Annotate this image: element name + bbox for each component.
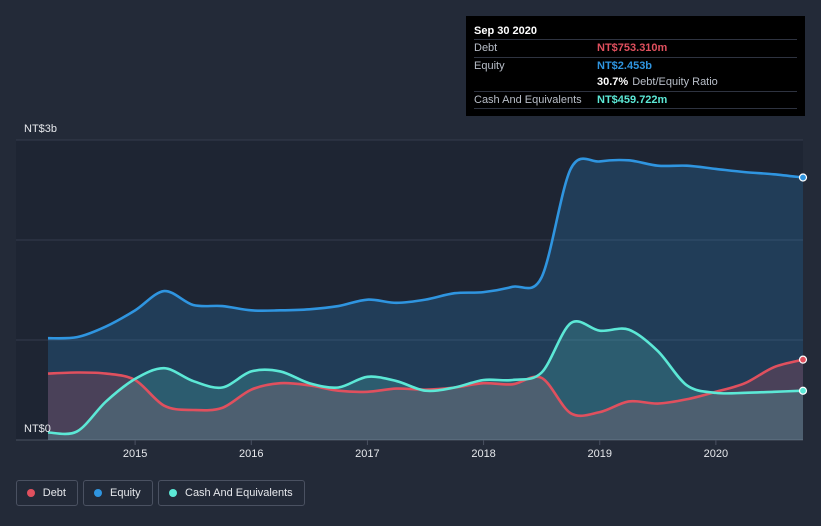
x-tick-label-2016: 2016 [239,448,263,460]
x-tick-label-2015: 2015 [123,448,147,460]
tooltip-equity-label: Equity [474,59,505,72]
tooltip-row-equity: Equity NT$2.453b [474,56,797,75]
series-lines [47,157,804,436]
debt-area [48,359,803,440]
tooltip-ratio-value: 30.7% [597,76,629,88]
cash-area [48,321,803,440]
legend-cash-label: Cash And Equivalents [185,487,293,499]
tooltip-cash-label: Cash And Equivalents [474,93,582,106]
tooltip-equity-value: NT$2.453b [597,59,653,72]
x-tick-label-2019: 2019 [587,448,611,460]
cash-line [47,320,804,436]
cash-dot-icon [169,489,177,497]
x-tick-label-2017: 2017 [355,448,379,460]
tooltip-row-debt: Debt NT$753.310m [474,39,797,57]
tooltip-debt-value: NT$753.310m [597,42,668,54]
y-tick-label-zero: NT$0 [24,423,51,435]
debt-dot-icon [27,489,35,497]
legend-equity-label: Equity [110,487,141,499]
equity-area [48,158,803,440]
x-tick-label-2018: 2018 [471,448,495,460]
cash-end-marker [798,386,808,395]
tooltip-row-ratio: 30.7% Debt/Equity Ratio [474,74,797,91]
legend-item-cash[interactable]: Cash And Equivalents [158,480,305,506]
y-tick-label-top: NT$3b [24,123,57,135]
tooltip-ratio-label: Debt/Equity Ratio [632,76,718,88]
tooltip-row-cash: Cash And Equivalents NT$459.722m [474,90,797,109]
equity-end-marker [798,173,808,182]
debt-end-marker [798,355,808,364]
tooltip-date: Sep 30 2020 [474,25,537,37]
tooltip-debt-label: Debt [474,42,498,54]
series-end-markers [798,173,808,395]
x-tick-label-2020: 2020 [704,448,728,460]
legend-debt-label: Debt [42,487,66,499]
legend: Debt Equity Cash And Equivalents [16,480,305,506]
series-areas [48,158,803,440]
legend-item-debt[interactable]: Debt [16,480,78,506]
tooltip-ratio-spacer [474,74,597,91]
tooltip-panel: Sep 30 2020 Debt NT$753.310m Equity NT$2… [466,16,805,116]
x-axis-ticks: 2015 2016 2017 2018 2019 2020 [123,440,728,460]
legend-item-equity[interactable]: Equity [83,480,153,506]
tooltip-cash-value: NT$459.722m [597,93,668,106]
equity-line [47,157,804,340]
equity-dot-icon [94,489,102,497]
